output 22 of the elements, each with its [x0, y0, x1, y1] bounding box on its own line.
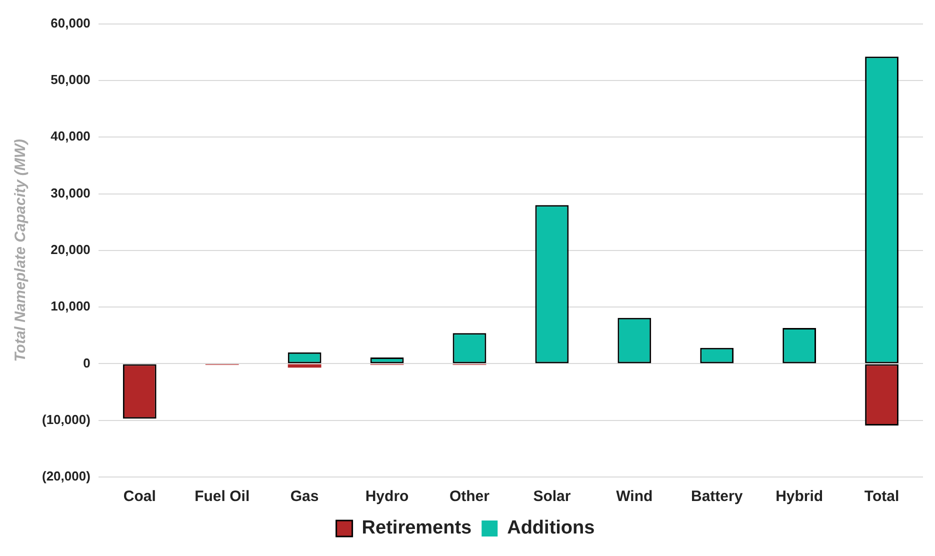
y-tick-label: 30,000	[50, 185, 90, 200]
x-tick-label: Solar	[533, 488, 571, 506]
y-axis-title: Total Nameplate Capacity (MW)	[12, 138, 30, 362]
legend-label: Retirements	[362, 518, 472, 539]
y-tick-label: 40,000	[50, 128, 90, 144]
x-tick-label: Coal	[123, 488, 156, 506]
x-tick-label: Hybrid	[776, 488, 824, 506]
y-tick-label: 0	[83, 355, 90, 370]
x-tick-label: Battery	[691, 488, 744, 506]
x-tick-label: Other	[449, 488, 490, 506]
x-tick-label: Wind	[616, 488, 653, 506]
x-tick-label: Gas	[290, 488, 319, 506]
y-tick-label: 20,000	[50, 242, 90, 257]
y-tick-label: (10,000)	[42, 412, 90, 427]
y-tick-label: 10,000	[50, 298, 90, 314]
y-tick-label: 50,000	[50, 72, 90, 88]
x-tick-label: Hydro	[365, 488, 409, 506]
x-tick-label: Fuel Oil	[194, 488, 250, 506]
y-tick-label: 60,000	[50, 15, 90, 30]
y-tick-label: (20,000)	[42, 468, 90, 484]
x-tick-label: Total	[864, 488, 900, 506]
legend-label: Additions	[507, 518, 595, 539]
